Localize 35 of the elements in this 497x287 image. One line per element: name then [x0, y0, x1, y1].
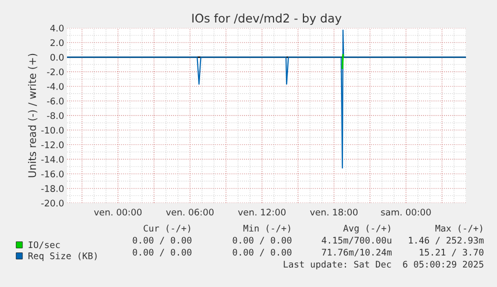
- text: 0.00 / 0.00: [232, 248, 292, 256]
- text: 1.46 / 252.93m: [408, 236, 484, 244]
- text: 4.15m/700.00u: [322, 236, 392, 244]
- y-tick-label: -2.0: [47, 68, 64, 76]
- chart-title: IOs for /dev/md2 - by day: [192, 13, 342, 25]
- x-tick-label: sam. 00:00: [381, 208, 431, 216]
- text: Min (-/+): [243, 224, 290, 233]
- text: Last update: Sat Dec 6 05:00:29 2025: [284, 260, 484, 270]
- x-tick-label: ven. 18:00: [310, 208, 358, 216]
- legend-label: IO/sec: [28, 241, 60, 249]
- x-tick-label: ven. 00:00: [94, 208, 142, 216]
- text: Cur (-/+): [144, 224, 190, 233]
- x-tick-label: ven. 12:00: [238, 208, 286, 216]
- y-tick-label: -8.0: [47, 112, 64, 120]
- y-tick-label: -14.0: [41, 156, 64, 163]
- y-tick-label: -16.0: [41, 170, 64, 178]
- text: Max (-/+): [435, 224, 482, 233]
- y-tick-label: -12.0: [41, 141, 64, 148]
- y-tick-label: -18.0: [41, 185, 64, 192]
- text: Avg (-/+): [343, 224, 390, 234]
- y-tick-label: -6.0: [47, 98, 64, 104]
- legend-label: Req Size (KB): [28, 252, 97, 261]
- y-tick-label: -20.0: [41, 200, 64, 207]
- y-tick-label: 4.0: [50, 24, 64, 32]
- y-tick-label: -4.0: [47, 83, 64, 90]
- text: 0.00 / 0.00: [132, 236, 192, 244]
- text: 0.00 / 0.00: [232, 236, 292, 244]
- y-tick-label: 0.0: [50, 54, 64, 61]
- y-tick-label: 2.0: [50, 39, 64, 46]
- text: 15.21 / 3.70: [420, 248, 484, 256]
- y-tick-label: -10.0: [41, 126, 64, 134]
- x-tick-label: ven. 06:00: [166, 208, 214, 216]
- text: 0.00 / 0.00: [132, 248, 192, 256]
- text: 71.76m/10.24m: [322, 248, 392, 256]
- y-axis-title: Units read (-) / write (+): [28, 54, 38, 178]
